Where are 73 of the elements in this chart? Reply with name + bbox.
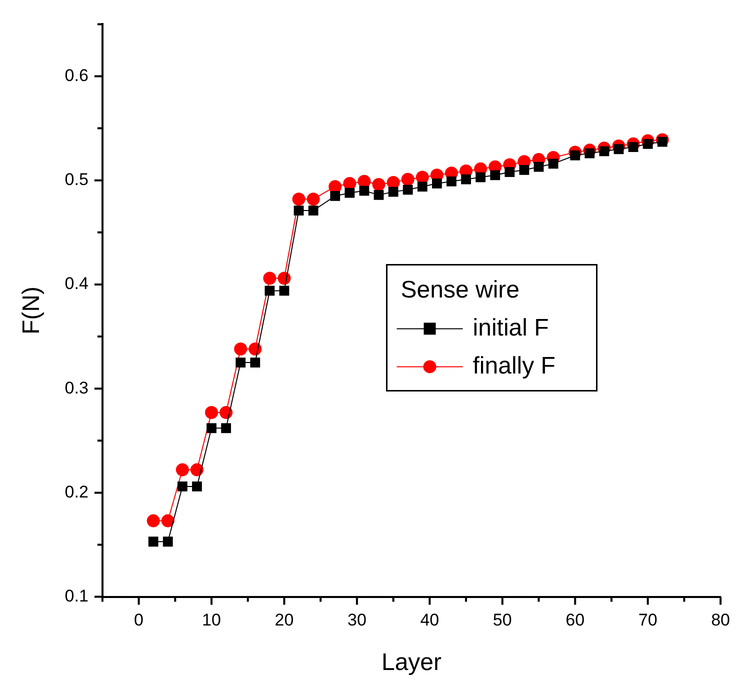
point — [401, 172, 414, 186]
point — [432, 178, 442, 188]
point — [263, 272, 276, 285]
point — [343, 176, 356, 190]
point — [146, 514, 160, 528]
point — [476, 172, 486, 182]
point — [234, 342, 248, 356]
y-tick-label: 0.5 — [64, 170, 88, 190]
point — [236, 358, 246, 368]
point — [344, 188, 355, 198]
point — [250, 358, 260, 368]
point — [614, 144, 624, 154]
point — [358, 174, 371, 188]
y-tick-label: 0.2 — [64, 482, 88, 502]
y-tick-label: 0.6 — [64, 66, 88, 85]
legend-label: initial F — [472, 314, 549, 342]
point — [328, 180, 342, 194]
point — [548, 158, 558, 169]
point — [534, 162, 544, 172]
point — [519, 165, 530, 175]
x-tick-label: 30 — [347, 610, 366, 630]
point — [388, 186, 398, 197]
point — [192, 481, 202, 492]
y-axis-title: F(N) — [18, 286, 46, 334]
x-tick-label: 40 — [420, 610, 440, 630]
point — [359, 186, 370, 196]
point — [148, 536, 158, 547]
point — [292, 192, 306, 206]
x-tick-label: 0 — [134, 610, 144, 630]
point — [176, 463, 189, 476]
point — [248, 342, 262, 356]
point — [402, 184, 413, 195]
point — [264, 286, 275, 296]
legend-label: finally F — [472, 352, 556, 380]
point — [417, 182, 428, 192]
y-tick-label: 0.1 — [64, 586, 88, 606]
point — [570, 150, 580, 160]
x-tick-label: 70 — [638, 610, 658, 630]
point — [221, 423, 232, 434]
point — [279, 286, 290, 296]
point — [386, 176, 400, 189]
point — [657, 136, 668, 147]
point — [206, 423, 216, 434]
point — [220, 406, 233, 420]
x-tick-label: 20 — [274, 610, 294, 630]
point — [190, 463, 204, 476]
x-tick-label: 60 — [566, 610, 585, 630]
point — [374, 190, 384, 200]
point — [278, 272, 291, 285]
point — [177, 481, 188, 492]
point — [372, 178, 386, 192]
x-tick-label: 50 — [492, 610, 512, 630]
point — [490, 170, 500, 180]
point — [205, 406, 218, 420]
point — [161, 514, 174, 528]
point — [628, 142, 638, 152]
point — [599, 146, 610, 156]
point — [330, 191, 340, 201]
point — [306, 192, 320, 206]
point — [461, 174, 471, 184]
x-tick-label: 80 — [711, 610, 730, 630]
point — [642, 138, 653, 149]
y-tick-label: 0.3 — [64, 378, 88, 398]
point — [294, 206, 304, 216]
x-tick-label: 10 — [202, 610, 221, 630]
x-axis-title: Layer — [381, 649, 442, 676]
legend-title: Sense wire — [400, 276, 520, 304]
point — [584, 148, 595, 158]
y-tick-label: 0.4 — [64, 274, 88, 294]
point — [504, 167, 515, 177]
point — [308, 206, 318, 216]
point — [446, 176, 456, 186]
point — [162, 536, 173, 547]
